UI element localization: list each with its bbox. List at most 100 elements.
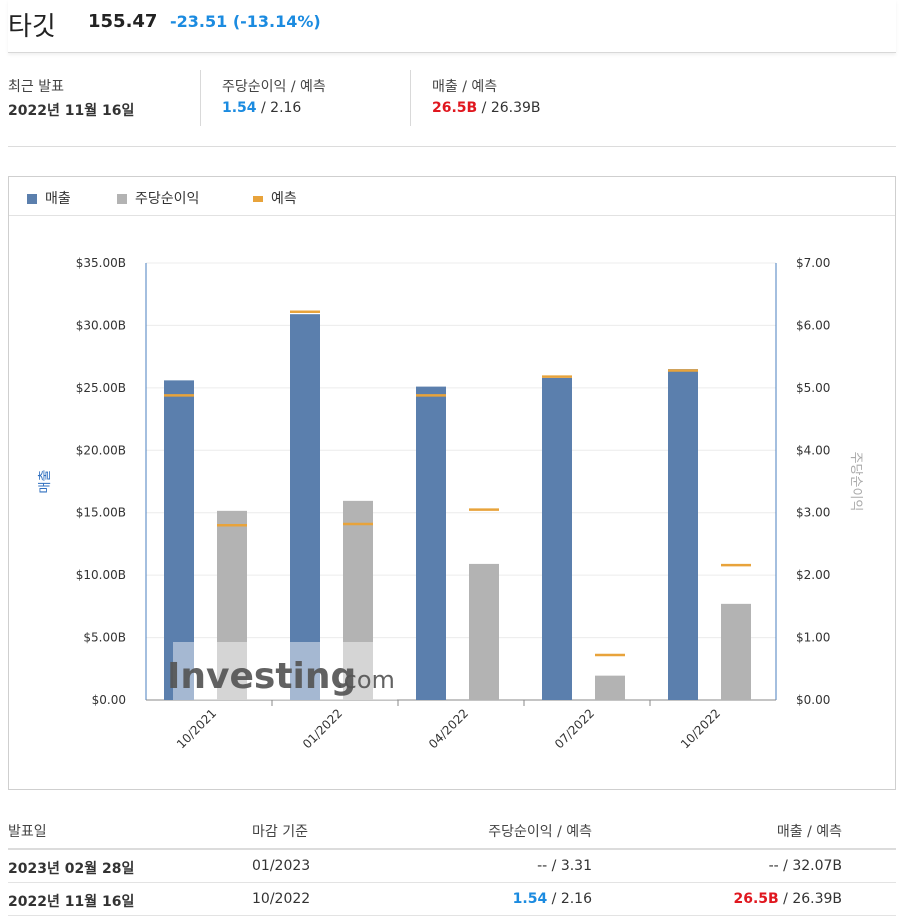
watermark-backdrop	[173, 642, 397, 700]
col-revenue-label: 매출	[776, 824, 803, 840]
y2-axis-title: 주당순이익	[848, 452, 863, 512]
y2-tick-label: $0.00	[796, 693, 830, 707]
x-tick-label: 04/2022	[426, 706, 471, 751]
col-revenue: 매출 / 예측	[777, 821, 842, 841]
price-change: -23.51 (-13.14%)	[170, 12, 321, 31]
legend-revenue[interactable]: 매출	[27, 188, 71, 208]
col-eps-label: 주당순이익	[488, 824, 553, 840]
x-tick-label: 01/2022	[300, 706, 345, 751]
col-revenue-forecast-label: 예측	[816, 824, 842, 840]
summary-divider	[410, 70, 411, 126]
col-sep: /	[807, 824, 812, 840]
y-tick-label: $0.00	[92, 693, 126, 707]
row-eps-forecast: 3.31	[560, 858, 592, 874]
y-tick-label: $25.00B	[76, 381, 126, 395]
revenue-bar	[164, 380, 194, 700]
row-date: 2022년 11월 16일	[8, 894, 135, 910]
row-eps-actual: --	[537, 858, 548, 874]
legend-swatch-revenue	[27, 194, 37, 204]
row-eps-sep: /	[547, 858, 561, 874]
row-revenue-actual: 26.5B	[733, 891, 779, 907]
legend-forecast[interactable]: 예측	[253, 188, 297, 208]
watermark-brand: Investing	[167, 656, 356, 697]
y2-tick-label: $5.00	[796, 381, 830, 395]
revenue-value: 26.5B / 26.39B	[432, 100, 541, 116]
eps-bar	[217, 510, 247, 700]
y-tick-label: $5.00B	[83, 631, 126, 645]
revenue-label: 매출 / 예측	[432, 79, 498, 95]
row-revenue: -- / 32.07B	[769, 858, 842, 874]
col-release-date: 발표일	[8, 824, 47, 840]
revenue-bar	[290, 314, 320, 700]
row-eps: -- / 3.31	[537, 858, 592, 874]
col-sep: /	[557, 824, 562, 840]
row-eps-sep: /	[547, 891, 561, 907]
eps-label: 주당순이익 / 예측	[222, 79, 326, 95]
y2-tick-label: $4.00	[796, 443, 830, 457]
release-date: 2022년 11월 16일	[8, 103, 135, 119]
release-label: 최근 발표	[8, 79, 64, 95]
summary-divider	[200, 70, 201, 126]
legend-swatch-eps	[117, 194, 127, 204]
table-row: 2022년 11월 16일 10/2022 1.54 / 2.16 26.5B …	[8, 883, 896, 916]
y-axis-title: 매출	[38, 470, 53, 494]
y2-tick-label: $3.00	[796, 506, 830, 520]
row-period: 01/2023	[252, 858, 311, 874]
legend-eps-label: 주당순이익	[135, 191, 200, 207]
watermark-suffix: .com	[336, 666, 395, 694]
summary-eps: 주당순이익 / 예측 1.54 / 2.16	[222, 76, 326, 128]
eps-bar	[343, 500, 373, 700]
revenue-bar	[542, 377, 572, 700]
chart-plot: $0.00 $5.00B $10.00B $15.00B $20.00B $25.00B $…	[38, 256, 863, 751]
revenue-sep: /	[477, 100, 491, 116]
row-revenue-forecast: 26.39B	[792, 891, 842, 907]
y2-tick-label: $6.00	[796, 318, 830, 332]
summary-revenue: 매출 / 예측 26.5B / 26.39B	[432, 76, 541, 128]
y-tick-label: $10.00B	[76, 568, 126, 582]
summary-release: 최근 발표 2022년 11월 16일	[8, 76, 134, 128]
eps-value: 1.54 / 2.16	[222, 100, 326, 116]
row-eps-forecast: 2.16	[560, 891, 592, 907]
eps-bar	[721, 603, 751, 700]
row-revenue-actual: --	[768, 858, 779, 874]
row-date: 2023년 02월 28일	[8, 861, 135, 877]
revenue-actual: 26.5B	[432, 100, 478, 116]
chart-legend: 매출 주당순이익 예측	[9, 177, 895, 216]
eps-forecast: 2.16	[270, 100, 302, 116]
table-header: 발표일 마감 기준 주당순이익 / 예측 매출 / 예측	[8, 808, 896, 850]
earnings-summary: 최근 발표 2022년 11월 16일 주당순이익 / 예측 1.54 / 2.…	[8, 58, 896, 147]
y-tick-label: $20.00B	[76, 443, 126, 457]
y-tick-label: $15.00B	[76, 506, 126, 520]
y2-tick-label: $2.00	[796, 568, 830, 582]
legend-eps[interactable]: 주당순이익	[117, 188, 199, 208]
row-eps-actual: 1.54	[512, 891, 548, 907]
eps-bar	[595, 675, 625, 700]
eps-sep: /	[256, 100, 271, 116]
x-tick-label: 07/2022	[552, 706, 597, 751]
row-period: 10/2022	[252, 891, 311, 907]
stock-name: 타깃	[8, 12, 56, 42]
quote-header: 타깃 155.47 -23.51 (-13.14%)	[8, 0, 896, 53]
revenue-bar	[416, 386, 446, 700]
y-tick-label: $30.00B	[76, 318, 126, 332]
stock-price: 155.47	[88, 11, 158, 32]
table-row: 2023년 02월 28일 01/2023 -- / 3.31 -- / 32.…	[8, 850, 896, 883]
row-revenue-forecast: 32.07B	[792, 858, 842, 874]
legend-forecast-label: 예측	[271, 191, 297, 207]
revenue-forecast: 26.39B	[490, 100, 541, 116]
row-eps: 1.54 / 2.16	[513, 891, 592, 907]
x-tick-label: 10/2021	[174, 706, 219, 751]
row-revenue: 26.5B / 26.39B	[733, 891, 842, 907]
eps-bar	[469, 563, 499, 700]
y-tick-label: $35.00B	[76, 256, 126, 270]
col-eps: 주당순이익 / 예측	[488, 821, 592, 841]
revenue-bar	[668, 369, 698, 700]
x-tick-label: 10/2022	[678, 706, 723, 751]
legend-revenue-label: 매출	[45, 191, 71, 207]
y2-tick-label: $7.00	[796, 256, 830, 270]
legend-swatch-forecast	[253, 196, 263, 202]
eps-actual: 1.54	[222, 100, 257, 116]
earnings-chart: 매출 주당순이익 예측 $0.00 $5.00B $10.00B $15.00B $20…	[8, 176, 896, 790]
col-period: 마감 기준	[252, 824, 308, 840]
row-revenue-sep: /	[778, 891, 793, 907]
